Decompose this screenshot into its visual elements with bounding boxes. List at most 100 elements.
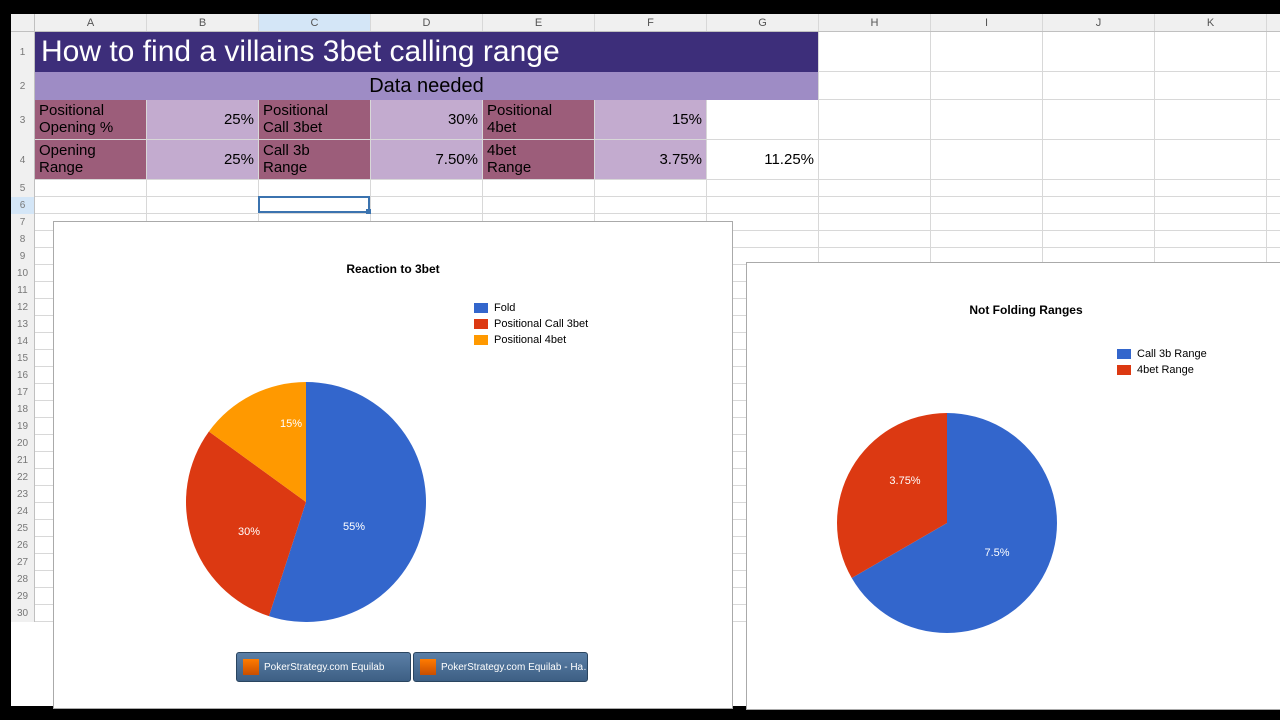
row-header-21[interactable]: 21 xyxy=(11,452,35,469)
taskbar-item[interactable]: PokerStrategy.com Equilab xyxy=(236,652,411,682)
row-header-26[interactable]: 26 xyxy=(11,537,35,554)
row-header-19[interactable]: 19 xyxy=(11,418,35,435)
cell[interactable] xyxy=(1155,214,1267,231)
label-cell[interactable]: Call 3bRange xyxy=(259,140,371,179)
cell[interactable] xyxy=(1155,197,1267,214)
cell[interactable] xyxy=(1043,197,1155,214)
row-header-2[interactable]: 2 xyxy=(11,72,35,100)
value-cell[interactable]: 25% xyxy=(147,100,259,139)
cell[interactable] xyxy=(35,180,147,197)
column-header-F[interactable]: F xyxy=(595,14,707,31)
row-header-22[interactable]: 22 xyxy=(11,469,35,486)
spreadsheet[interactable]: ABCDEFGHIJK 1How to find a villains 3bet… xyxy=(11,14,1280,706)
cell[interactable] xyxy=(1155,72,1267,99)
row-header-28[interactable]: 28 xyxy=(11,571,35,588)
cell[interactable] xyxy=(819,197,931,214)
label-cell[interactable]: OpeningRange xyxy=(35,140,147,179)
cell[interactable] xyxy=(259,197,371,214)
cell[interactable] xyxy=(931,100,1043,139)
cell[interactable] xyxy=(35,197,147,214)
row-header-24[interactable]: 24 xyxy=(11,503,35,520)
cell[interactable] xyxy=(931,197,1043,214)
cell[interactable] xyxy=(1043,72,1155,99)
column-header-H[interactable]: H xyxy=(819,14,931,31)
chart-reaction-to-3bet[interactable]: Reaction to 3bet FoldPositional Call 3be… xyxy=(53,221,733,709)
row-header-11[interactable]: 11 xyxy=(11,282,35,299)
cell[interactable] xyxy=(1043,100,1155,139)
row-header-30[interactable]: 30 xyxy=(11,605,35,622)
row-header-8[interactable]: 8 xyxy=(11,231,35,248)
cell[interactable] xyxy=(1043,231,1155,248)
row-header-29[interactable]: 29 xyxy=(11,588,35,605)
cell[interactable] xyxy=(819,231,931,248)
value-cell[interactable]: 15% xyxy=(595,100,707,139)
cell[interactable] xyxy=(819,180,931,197)
cell[interactable] xyxy=(483,197,595,214)
row-header-1[interactable]: 1 xyxy=(11,32,35,72)
cell[interactable] xyxy=(371,180,483,197)
value-cell[interactable]: 7.50% xyxy=(371,140,483,179)
row-header-10[interactable]: 10 xyxy=(11,265,35,282)
column-header-I[interactable]: I xyxy=(931,14,1043,31)
cell[interactable] xyxy=(371,197,483,214)
cell[interactable] xyxy=(147,197,259,214)
column-header-E[interactable]: E xyxy=(483,14,595,31)
row-header-5[interactable]: 5 xyxy=(11,180,35,197)
cell[interactable] xyxy=(931,32,1043,71)
column-header-J[interactable]: J xyxy=(1043,14,1155,31)
value-cell[interactable]: 3.75% xyxy=(595,140,707,179)
cell[interactable] xyxy=(819,32,931,71)
cell[interactable] xyxy=(1155,32,1267,71)
cell[interactable] xyxy=(1043,140,1155,179)
row-header-4[interactable]: 4 xyxy=(11,140,35,180)
cell[interactable] xyxy=(931,72,1043,99)
row-header-16[interactable]: 16 xyxy=(11,367,35,384)
cell[interactable] xyxy=(931,231,1043,248)
cell[interactable] xyxy=(1043,180,1155,197)
row-header-25[interactable]: 25 xyxy=(11,520,35,537)
column-header-B[interactable]: B xyxy=(147,14,259,31)
cell[interactable] xyxy=(707,100,819,139)
cell[interactable] xyxy=(707,197,819,214)
cell[interactable] xyxy=(595,197,707,214)
taskbar-item[interactable]: PokerStrategy.com Equilab - Ha… xyxy=(413,652,588,682)
row-header-12[interactable]: 12 xyxy=(11,299,35,316)
row-header-27[interactable]: 27 xyxy=(11,554,35,571)
cell[interactable] xyxy=(595,180,707,197)
label-cell[interactable]: PositionalCall 3bet xyxy=(259,100,371,139)
cell[interactable] xyxy=(1155,140,1267,179)
cell[interactable] xyxy=(819,214,931,231)
cell[interactable] xyxy=(819,72,931,99)
cell[interactable] xyxy=(707,180,819,197)
cell[interactable] xyxy=(483,180,595,197)
row-header-7[interactable]: 7 xyxy=(11,214,35,231)
value-cell[interactable]: 30% xyxy=(371,100,483,139)
cell[interactable] xyxy=(1155,100,1267,139)
subtitle-cell[interactable]: Data needed xyxy=(35,72,819,100)
cell[interactable] xyxy=(931,180,1043,197)
row-header-6[interactable]: 6 xyxy=(11,197,35,214)
label-cell[interactable]: PositionalOpening % xyxy=(35,100,147,139)
title-cell[interactable]: How to find a villains 3bet calling rang… xyxy=(35,32,819,72)
row-header-13[interactable]: 13 xyxy=(11,316,35,333)
select-all-corner[interactable] xyxy=(11,14,35,31)
row-header-17[interactable]: 17 xyxy=(11,384,35,401)
cell[interactable] xyxy=(1155,231,1267,248)
column-header-G[interactable]: G xyxy=(707,14,819,31)
row-header-3[interactable]: 3 xyxy=(11,100,35,140)
row-header-18[interactable]: 18 xyxy=(11,401,35,418)
row-header-15[interactable]: 15 xyxy=(11,350,35,367)
value-cell[interactable]: 11.25% xyxy=(707,140,819,179)
cell[interactable] xyxy=(1043,32,1155,71)
column-header-C[interactable]: C xyxy=(259,14,371,31)
cell[interactable] xyxy=(1043,214,1155,231)
label-cell[interactable]: 4betRange xyxy=(483,140,595,179)
cell[interactable] xyxy=(1155,180,1267,197)
column-header-K[interactable]: K xyxy=(1155,14,1267,31)
cell[interactable] xyxy=(259,180,371,197)
value-cell[interactable]: 25% xyxy=(147,140,259,179)
cell[interactable] xyxy=(147,180,259,197)
cell[interactable] xyxy=(819,100,931,139)
cell[interactable] xyxy=(819,140,931,179)
row-header-14[interactable]: 14 xyxy=(11,333,35,350)
